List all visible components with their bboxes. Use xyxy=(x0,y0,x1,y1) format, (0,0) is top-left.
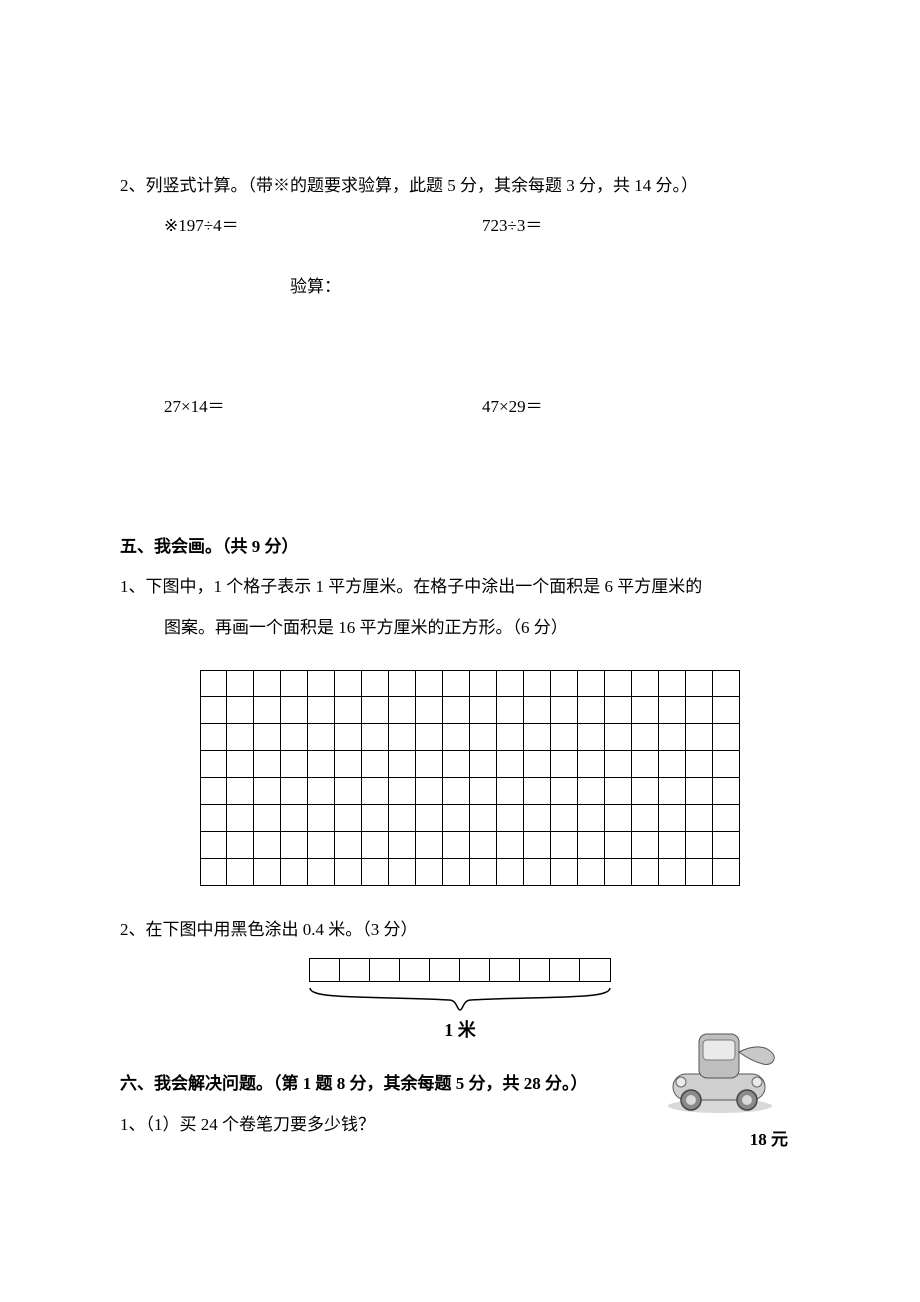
pencil-sharpener-car-icon xyxy=(655,1022,785,1114)
q2-p1: ※197÷4＝ xyxy=(164,210,482,242)
q2-p3: 27×14＝ xyxy=(164,391,482,423)
q2-row1: ※197÷4＝ 723÷3＝ xyxy=(120,210,800,242)
q2-p2: 723÷3＝ xyxy=(482,210,800,242)
q2-p4: 47×29＝ xyxy=(482,391,800,423)
car-figure: 18 元 xyxy=(650,1022,790,1150)
sec5-q1a: 1、下图中，1 个格子表示 1 平方厘米。在格子中涂出一个面积是 6 平方厘米的 xyxy=(120,571,800,603)
brace-icon xyxy=(309,986,611,1012)
q2-verify: 验算： xyxy=(120,271,800,303)
q2-row2: 27×14＝ 47×29＝ xyxy=(120,391,800,423)
q2-title: 2、列竖式计算。（带※的题要求验算，此题 5 分，其余每题 3 分，共 14 分… xyxy=(120,170,800,202)
sec5-q2: 2、在下图中用黑色涂出 0.4 米。（3 分） xyxy=(120,914,800,946)
ruler xyxy=(309,958,611,982)
sec5-q1b: 图案。再画一个面积是 16 平方厘米的正方形。（6 分） xyxy=(120,612,800,644)
price-label: 18 元 xyxy=(650,1125,790,1150)
sec5-title: 五、我会画。（共 9 分） xyxy=(120,531,800,563)
grid-8x20 xyxy=(200,670,740,886)
